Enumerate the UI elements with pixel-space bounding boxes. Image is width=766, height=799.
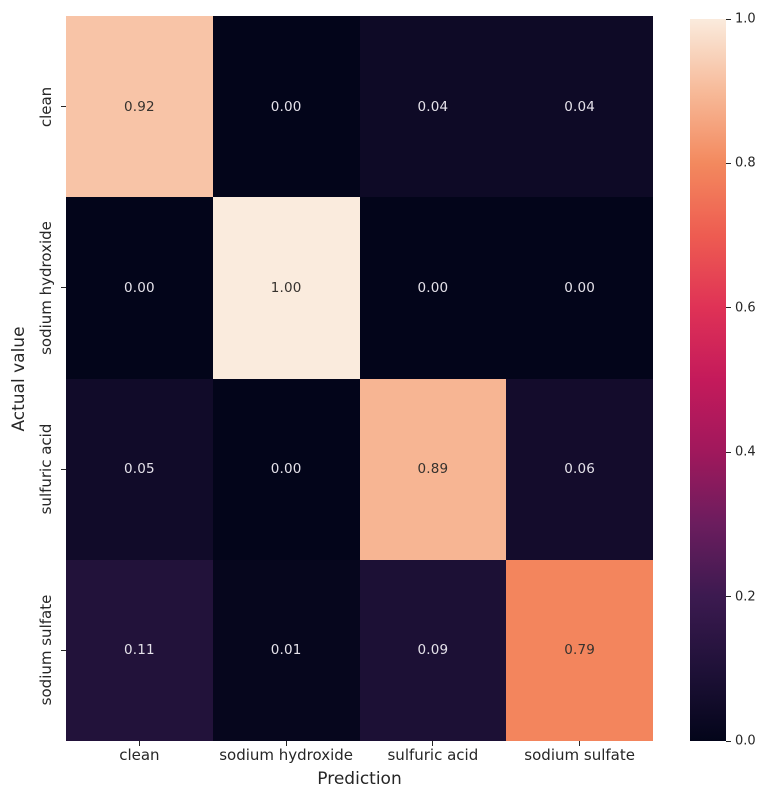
x-tick-label: sulfuric acid [387,746,479,764]
cell-value: 0.79 [564,642,596,659]
cell-value: 0.00 [270,98,302,115]
heatmap-cell: 0.04 [506,16,653,198]
cell-value: 0.04 [564,98,596,115]
colorbar-tick-label: 1.0 [735,11,756,27]
cell-value: 1.00 [270,279,302,296]
tick-mark [138,741,140,746]
cell-value: 0.11 [123,642,155,659]
tick-mark [726,18,731,20]
cell-value: 0.06 [564,461,596,478]
cell-value: 0.04 [417,98,449,115]
tick-mark [726,307,731,309]
cell-value: 0.00 [564,279,596,296]
colorbar-tick-label: 0.6 [735,300,756,316]
tick-mark [61,649,66,651]
cell-value: 0.00 [123,279,155,296]
y-tick-label: sodium hydroxide [37,220,55,355]
tick-mark [61,287,66,289]
tick-mark [61,106,66,108]
cell-value: 0.05 [123,461,155,478]
tick-mark [726,596,731,598]
heatmap-cell: 0.11 [66,559,213,741]
x-tick-label: clean [119,746,160,764]
heatmap-cell: 0.01 [212,559,360,741]
y-tick-label: sodium sulfate [37,595,55,706]
heatmap-cell: 0.00 [359,197,507,379]
cell-value: 0.00 [417,279,449,296]
heatmap-cell: 0.00 [212,16,360,198]
tick-mark [61,468,66,470]
heatmap-cell: 0.05 [66,378,213,560]
heatmap-cell: 0.09 [359,559,507,741]
heatmap-cell: 0.04 [359,16,507,198]
heatmap-cell: 0.00 [506,197,653,379]
tick-mark [726,162,731,164]
heatmap-cell: 0.79 [506,559,653,741]
tick-mark [726,740,731,742]
x-tick-label: sodium sulfate [524,746,635,764]
heatmap-cell: 0.89 [359,378,507,560]
cell-value: 0.01 [270,642,302,659]
heatmap-cell: 1.00 [212,197,360,379]
y-tick-label: sulfuric acid [37,423,55,515]
tick-mark [285,741,287,746]
heatmap-cell: 0.00 [212,378,360,560]
x-tick-label: sodium hydroxide [219,746,354,764]
heatmap-cell: 0.92 [66,16,213,198]
y-axis-title: Actual value [9,325,29,432]
heatmap-cell: 0.06 [506,378,653,560]
tick-mark [432,741,434,746]
x-axis-title: Prediction [317,769,402,789]
cell-value: 0.00 [270,461,302,478]
cell-value: 0.09 [417,642,449,659]
colorbar-tick-label: 0.0 [735,733,756,749]
y-tick-label: clean [37,86,55,127]
tick-mark [726,451,731,453]
colorbar-tick-label: 0.4 [735,444,756,460]
colorbar-gradient [690,19,726,741]
cell-value: 0.89 [417,461,449,478]
heatmap-grid: 0.92 0.00 0.04 0.04 0.00 1.00 0.00 0.00 0.05 0.00… [66,16,653,741]
cell-value: 0.92 [123,98,155,115]
colorbar-tick-label: 0.8 [735,155,756,171]
colorbar-tick-label: 0.2 [735,589,756,605]
heatmap-cell: 0.00 [66,197,213,379]
tick-mark [579,741,581,746]
